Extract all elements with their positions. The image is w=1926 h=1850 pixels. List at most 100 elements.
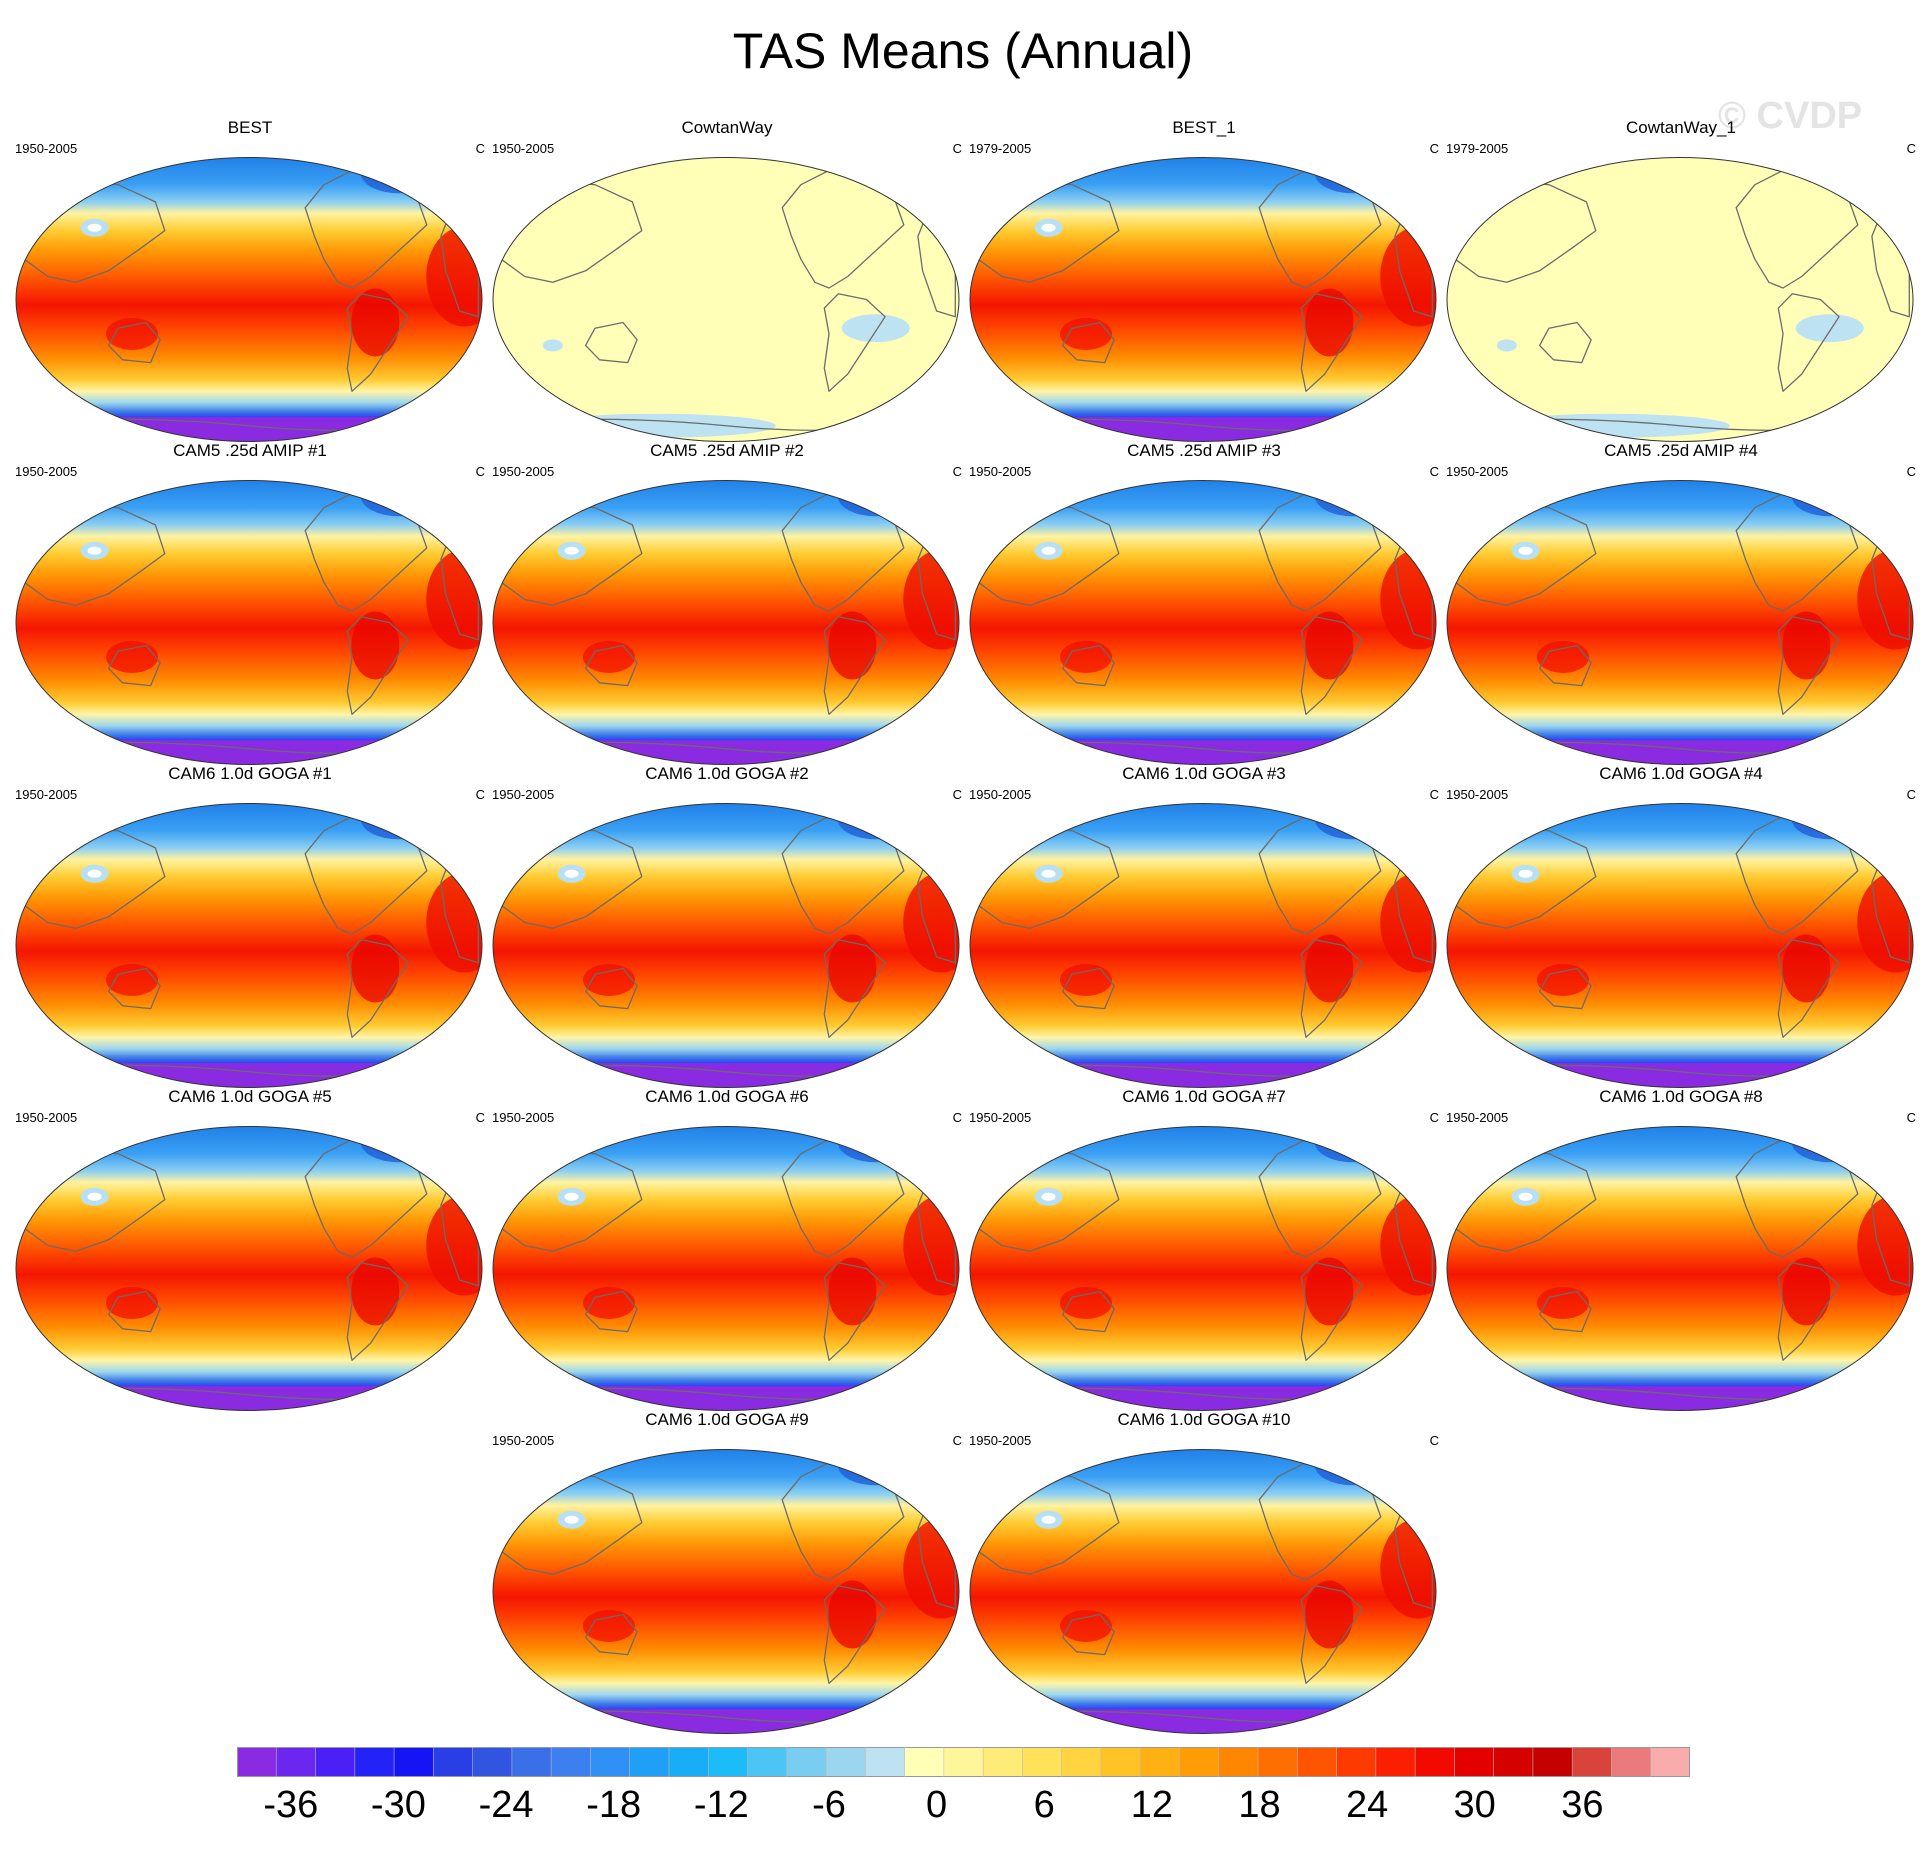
panel-period: 1950-2005 (1446, 464, 1509, 479)
panel-period: 1950-2005 (969, 787, 1032, 802)
colorbar-swatch (747, 1747, 788, 1777)
map-panel: CAM5 .25d AMIP #1 1950-2005 C (15, 441, 485, 765)
map-panel: CAM6 1.0d GOGA #9 1950-2005 C (492, 1410, 962, 1734)
colorbar-tick-label: -6 (812, 1784, 846, 1826)
colorbar-swatch (1336, 1747, 1377, 1777)
colorbar-swatch (394, 1747, 434, 1777)
world-map (492, 480, 960, 765)
colorbar-swatch (1493, 1747, 1534, 1777)
panel-title: CAM5 .25d AMIP #3 (1127, 441, 1281, 460)
colorbar-tick-label: 30 (1453, 1784, 1496, 1826)
world-map (492, 803, 960, 1088)
panel-title: CAM6 1.0d GOGA #2 (645, 764, 809, 783)
panel-units: C (1429, 1433, 1439, 1448)
temperature-colorbar (237, 1747, 1690, 1777)
colorbar-swatch (590, 1747, 631, 1777)
colorbar-tick-label: 12 (1130, 1784, 1174, 1826)
colorbar-swatch (1532, 1747, 1573, 1777)
panel-units: C (952, 1433, 962, 1448)
panel-units: C (475, 1110, 485, 1125)
colorbar-swatch (1061, 1747, 1102, 1777)
colorbar-swatch (904, 1747, 945, 1777)
colorbar-tick-label: 0 (926, 1784, 948, 1826)
panel-title: CAM6 1.0d GOGA #8 (1599, 1087, 1763, 1106)
colorbar-swatch (629, 1747, 670, 1777)
colorbar-swatch (237, 1747, 277, 1777)
panel-period: 1950-2005 (969, 464, 1032, 479)
world-map (492, 157, 960, 442)
panel-title: CAM6 1.0d GOGA #6 (645, 1087, 809, 1106)
panel-title: CAM6 1.0d GOGA #5 (168, 1087, 332, 1106)
colorbar-swatch (1179, 1747, 1220, 1777)
panel-units: C (952, 464, 962, 479)
map-panel: CAM6 1.0d GOGA #6 1950-2005 C (492, 1087, 962, 1411)
panel-units: C (1429, 141, 1439, 156)
panel-units: C (475, 464, 485, 479)
panel-title: CAM6 1.0d GOGA #3 (1122, 764, 1286, 783)
colorbar-swatch (1650, 1747, 1690, 1777)
panel-period: 1950-2005 (1446, 787, 1509, 802)
panel-period: 1979-2005 (1446, 141, 1509, 156)
panel-units: C (952, 1110, 962, 1125)
colorbar-tick-label: 6 (1033, 1784, 1055, 1826)
map-panel: CAM6 1.0d GOGA #7 1950-2005 C (969, 1087, 1439, 1411)
colorbar-swatch (1258, 1747, 1298, 1777)
colorbar-swatch (276, 1747, 317, 1777)
panel-period: 1950-2005 (492, 1433, 555, 1448)
panel-units: C (1906, 787, 1916, 802)
map-panel: CAM5 .25d AMIP #3 1950-2005 C (969, 441, 1439, 765)
colorbar-swatch (1454, 1747, 1495, 1777)
panel-period: 1950-2005 (492, 1110, 555, 1125)
panel-title: BEST_1 (1172, 118, 1236, 137)
map-panel: CAM5 .25d AMIP #2 1950-2005 C (492, 441, 962, 765)
world-map (492, 1126, 960, 1411)
panel-period: 1950-2005 (15, 1110, 78, 1125)
map-panel: BEST 1950-2005 C (15, 118, 485, 442)
colorbar-tick-label: -24 (478, 1784, 534, 1826)
panel-period: 1950-2005 (15, 787, 78, 802)
colorbar-swatch (1100, 1747, 1141, 1777)
colorbar-tick-label: -30 (370, 1784, 426, 1826)
panel-period: 1950-2005 (492, 141, 555, 156)
colorbar-swatch (1611, 1747, 1652, 1777)
world-map (969, 803, 1437, 1088)
colorbar-tick-label: -12 (693, 1784, 749, 1826)
colorbar-tick-label: -36 (263, 1784, 319, 1826)
panel-units: C (1906, 141, 1916, 156)
map-panel: CAM6 1.0d GOGA #8 1950-2005 C (1446, 1087, 1916, 1411)
colorbar-swatch (1022, 1747, 1063, 1777)
map-panel: CAM6 1.0d GOGA #5 1950-2005 C (15, 1087, 485, 1411)
panel-title: CAM6 1.0d GOGA #1 (168, 764, 332, 783)
world-map (1446, 480, 1914, 765)
panel-period: 1979-2005 (969, 141, 1032, 156)
colorbar-swatch (826, 1747, 866, 1777)
panel-title: CAM6 1.0d GOGA #9 (645, 1410, 809, 1429)
colorbar-tick-label: 24 (1345, 1784, 1389, 1826)
map-panel: BEST_1 1979-2005 C (969, 118, 1439, 442)
world-map (15, 1126, 483, 1411)
panel-period: 1950-2005 (15, 141, 78, 156)
map-panel: CAM6 1.0d GOGA #4 1950-2005 C (1446, 764, 1916, 1088)
map-panel: CAM5 .25d AMIP #4 1950-2005 C (1446, 441, 1916, 765)
cvdp-watermark: © CVDP (1718, 95, 1863, 137)
panel-units: C (952, 141, 962, 156)
world-map (969, 1449, 1437, 1734)
world-map (15, 803, 483, 1088)
map-panel: CAM6 1.0d GOGA #1 1950-2005 C (15, 764, 485, 1088)
panel-period: 1950-2005 (969, 1433, 1032, 1448)
panel-title: CAM5 .25d AMIP #4 (1604, 441, 1758, 460)
panel-title: CowtanWay_1 (1626, 118, 1736, 137)
colorbar-swatch (1297, 1747, 1338, 1777)
colorbar-tick-label: -18 (586, 1784, 642, 1826)
colorbar-swatch (708, 1747, 749, 1777)
panel-units: C (1429, 787, 1439, 802)
colorbar-swatch (943, 1747, 984, 1777)
panel-title: CAM6 1.0d GOGA #4 (1599, 764, 1763, 783)
colorbar-swatch (551, 1747, 591, 1777)
panel-period: 1950-2005 (1446, 1110, 1509, 1125)
world-map (969, 480, 1437, 765)
map-panel: CAM6 1.0d GOGA #2 1950-2005 C (492, 764, 962, 1088)
panel-units: C (1429, 1110, 1439, 1125)
world-map (492, 1449, 960, 1734)
colorbar-swatch (1218, 1747, 1259, 1777)
